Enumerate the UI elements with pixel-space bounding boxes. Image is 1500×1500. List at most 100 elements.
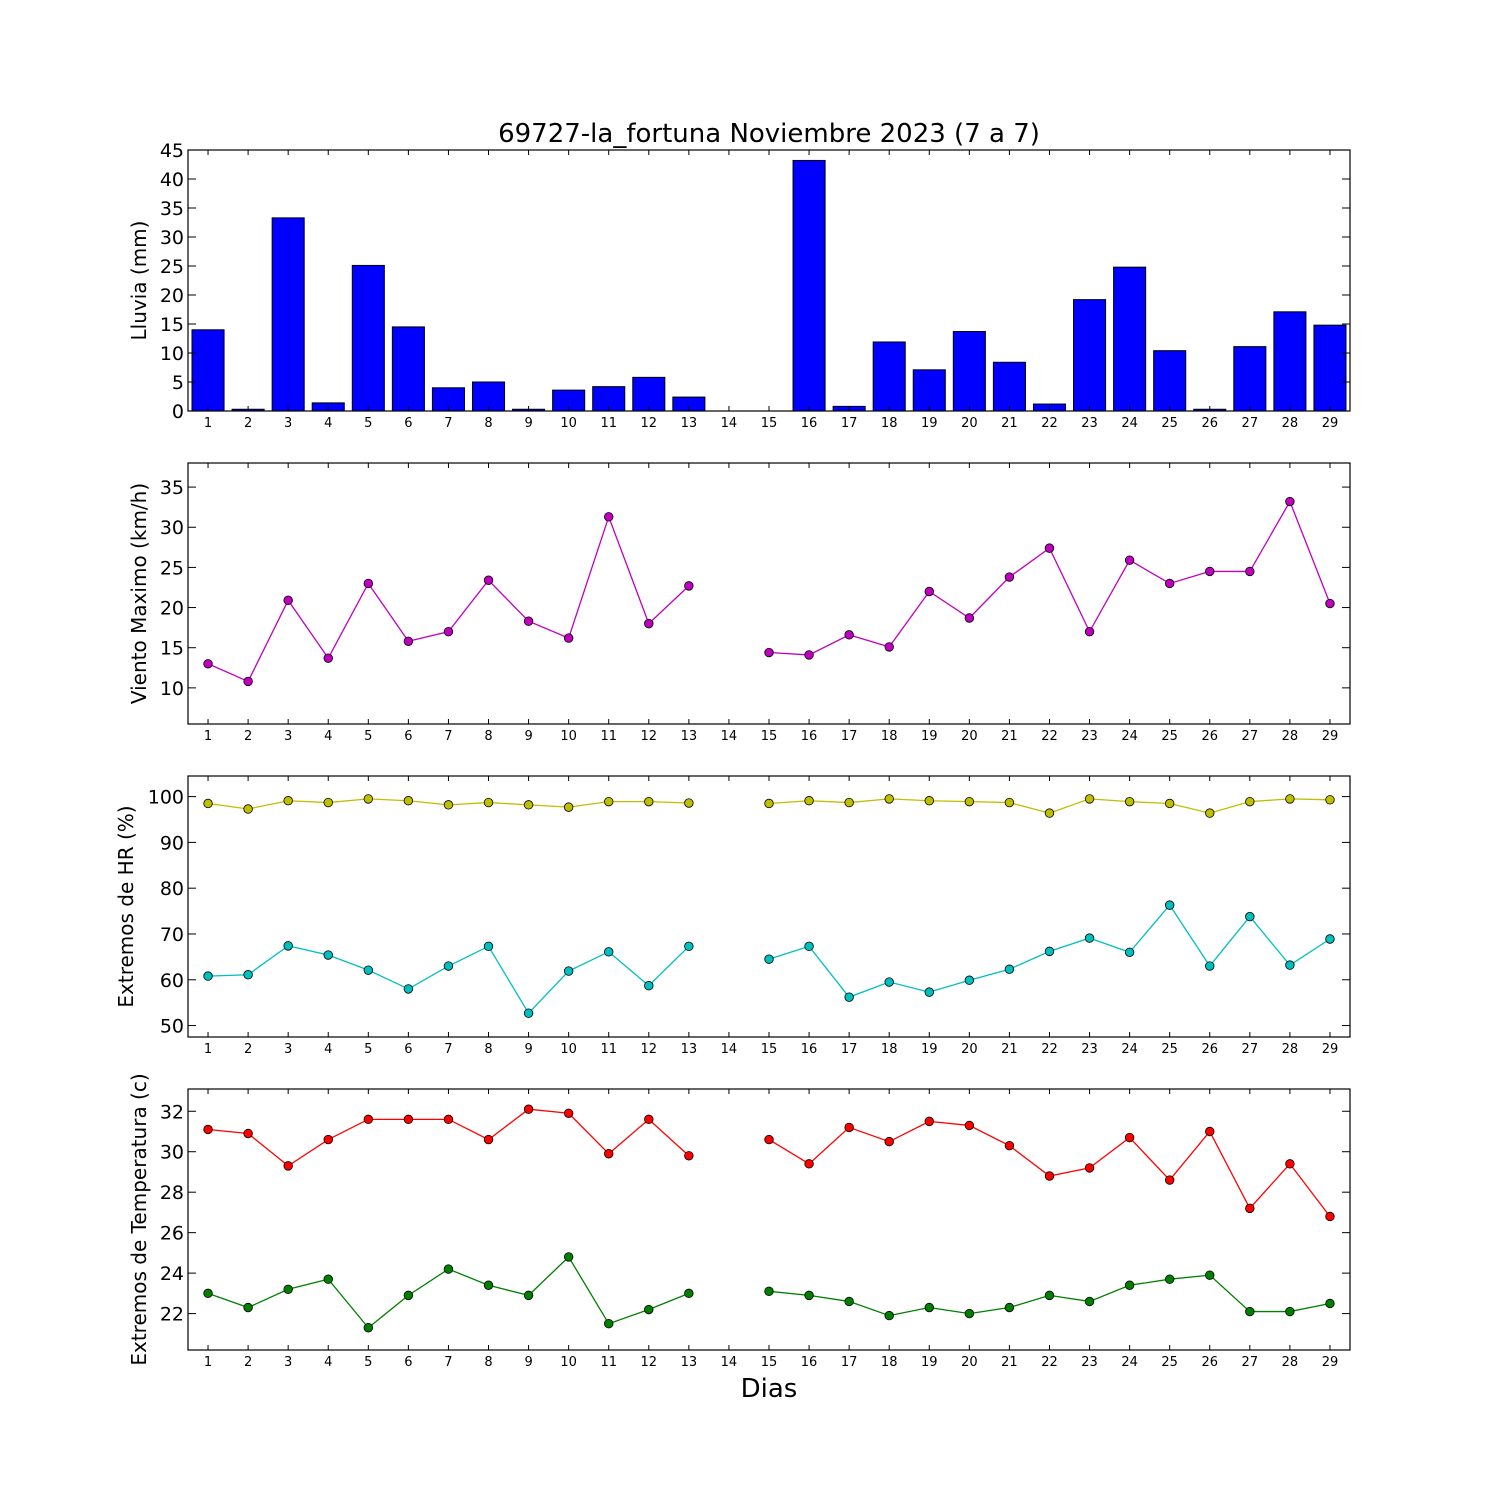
x-tick-label: 12 <box>641 416 658 431</box>
series-1-point-day-6 <box>403 636 414 646</box>
series-1-point-day-22 <box>1044 1171 1055 1181</box>
series-1-point-day-29 <box>1325 598 1335 609</box>
series-1-point-day-28 <box>1285 794 1295 804</box>
series-2-point-day-7 <box>443 1264 454 1274</box>
y-tick-label: 90 <box>160 832 184 854</box>
x-tick-label: 29 <box>1322 729 1339 744</box>
series-2-point-day-4 <box>323 1274 333 1284</box>
x-tick-label: 2 <box>244 416 252 431</box>
x-tick-label: 27 <box>1242 729 1259 744</box>
series-2-point-day-3 <box>283 1284 293 1295</box>
series-2-point-day-15 <box>764 1286 774 1297</box>
x-tick-label: 16 <box>801 1355 818 1370</box>
bar-day-1 <box>191 329 225 412</box>
series-1-point-day-29 <box>1325 1211 1335 1222</box>
series-1-point-day-19 <box>924 1116 934 1127</box>
series-1-point-day-25 <box>1164 1175 1175 1185</box>
x-tick-label: 17 <box>841 729 858 744</box>
series-1-point-day-10 <box>563 1108 574 1118</box>
x-tick-label: 8 <box>484 729 492 744</box>
series-1-point-day-13 <box>684 798 694 808</box>
x-tick-label: 7 <box>444 1042 452 1057</box>
series-1-point-day-25 <box>1164 578 1175 589</box>
y-tick-label: 0 <box>172 401 184 423</box>
series-1-point-day-26 <box>1205 808 1215 818</box>
series-1-point-day-19 <box>924 586 934 597</box>
series-1-point-day-4 <box>323 1134 333 1145</box>
x-tick-label: 9 <box>524 1355 532 1370</box>
x-tick-label: 3 <box>284 416 292 431</box>
series-1-point-day-6 <box>403 796 414 806</box>
x-tick-label: 15 <box>761 416 778 431</box>
x-tick-label: 21 <box>1001 1355 1018 1370</box>
series-2-point-day-21 <box>1004 964 1015 974</box>
series-2-point-day-18 <box>884 977 894 987</box>
series-2-point-day-2 <box>243 1302 253 1313</box>
y-axis-label: Extremos de Temperatura (c) <box>127 1073 151 1365</box>
y-tick-label: 22 <box>160 1304 184 1326</box>
series-2-point-day-11 <box>604 1318 614 1329</box>
y-tick-label: 15 <box>160 638 184 660</box>
series-2-point-day-13 <box>684 941 694 952</box>
x-tick-label: 12 <box>641 1355 658 1370</box>
series-2-point-day-20 <box>964 1308 975 1319</box>
x-tick-label: 1 <box>204 416 212 431</box>
bar-day-18 <box>872 341 906 412</box>
series-2-point-day-5 <box>363 1323 374 1333</box>
y-axis-label: Lluvia (mm) <box>127 221 151 341</box>
series-2-point-day-27 <box>1245 911 1255 922</box>
y-tick-label: 60 <box>160 970 184 992</box>
bar-day-29 <box>1313 324 1347 412</box>
x-tick-label: 20 <box>961 729 978 744</box>
x-tick-label: 27 <box>1242 416 1259 431</box>
x-tick-label: 5 <box>364 729 372 744</box>
series-1-point-day-15 <box>764 1134 774 1145</box>
series-2-point-day-9 <box>523 1008 534 1018</box>
x-tick-label: 20 <box>961 1355 978 1370</box>
x-tick-label: 7 <box>444 729 452 744</box>
x-tick-label: 23 <box>1081 729 1098 744</box>
y-tick-label: 28 <box>160 1182 184 1204</box>
series-2-point-day-6 <box>403 984 414 994</box>
x-tick-label: 19 <box>921 1042 938 1057</box>
series-1-point-day-2 <box>243 1128 253 1139</box>
x-tick-label: 16 <box>801 729 818 744</box>
series-1-point-day-21 <box>1004 1140 1015 1151</box>
series-1-point-day-20 <box>964 796 975 807</box>
x-tick-label: 11 <box>600 416 617 431</box>
series-2-point-day-24 <box>1124 947 1135 957</box>
series-2-point-day-29 <box>1325 934 1335 944</box>
series-2-point-day-6 <box>403 1290 414 1301</box>
panel-2: 1 2 3 4 5 6 7 8 9 10 11 12 13 14 15 16 17 18 19 20 21 22 23 24 2… <box>127 462 1351 744</box>
series-2-point-day-12 <box>644 1304 654 1315</box>
series-2-point-day-1 <box>203 971 213 981</box>
y-tick-label: 30 <box>160 1142 184 1164</box>
x-tick-label: 1 <box>204 729 212 744</box>
x-tick-label: 10 <box>560 1355 577 1370</box>
x-tick-label: 10 <box>560 416 577 431</box>
x-tick-label: 15 <box>761 1355 778 1370</box>
series-1-point-day-26 <box>1205 566 1215 577</box>
x-tick-label: 14 <box>721 416 738 431</box>
series-1-point-day-5 <box>363 578 374 589</box>
y-tick-label: 5 <box>172 372 184 394</box>
y-tick-label: 30 <box>160 517 184 539</box>
series-2-point-day-22 <box>1044 946 1055 957</box>
series-2-point-day-19 <box>924 1302 934 1313</box>
bar-day-20 <box>952 331 986 412</box>
y-tick-label: 20 <box>160 285 184 307</box>
series-1-point-day-23 <box>1084 1163 1095 1173</box>
x-tick-label: 28 <box>1282 729 1299 744</box>
chart-title: 69727-la_fortuna Noviembre 2023 (7 a 7) <box>498 119 1040 149</box>
x-tick-label: 20 <box>961 416 978 431</box>
x-tick-label: 8 <box>484 416 492 431</box>
series-2-point-day-16 <box>804 941 814 952</box>
x-tick-label: 20 <box>961 1042 978 1057</box>
x-tick-label: 22 <box>1041 729 1058 744</box>
series-1-point-day-18 <box>884 642 894 652</box>
series-2-point-day-19 <box>924 987 934 997</box>
x-tick-label: 22 <box>1041 416 1058 431</box>
x-tick-label: 13 <box>681 416 698 431</box>
series-2-point-day-15 <box>764 954 774 964</box>
